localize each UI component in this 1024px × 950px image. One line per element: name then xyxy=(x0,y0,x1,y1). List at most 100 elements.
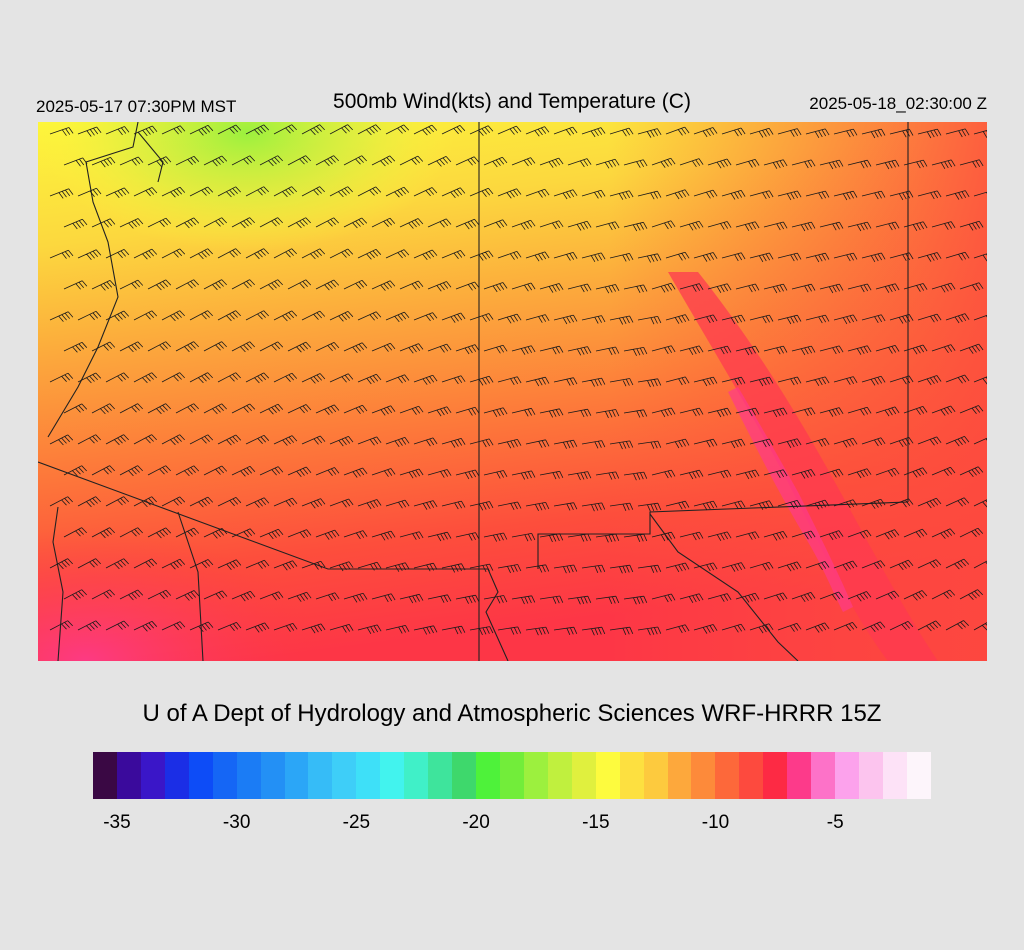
wind-barb xyxy=(77,496,101,508)
wind-barb xyxy=(777,561,802,572)
wind-barb xyxy=(49,188,74,199)
wind-barb xyxy=(469,125,494,136)
wind-barb xyxy=(735,407,760,417)
wind-barb xyxy=(777,128,802,137)
wind-barb xyxy=(875,590,900,600)
wind-barb xyxy=(749,623,774,634)
wind-barb xyxy=(105,126,130,136)
colorbar-tick-label: -30 xyxy=(222,812,251,833)
wind-barb xyxy=(707,221,732,230)
wind-barb xyxy=(567,595,592,605)
wind-barb xyxy=(385,562,410,572)
wind-barb xyxy=(217,186,241,198)
border-line xyxy=(38,461,509,661)
wind-barb xyxy=(259,403,284,415)
wind-barb xyxy=(595,346,620,356)
wind-barb xyxy=(777,314,802,325)
wind-barb xyxy=(371,530,396,541)
valid-time-label: 2025-05-17 07:30PM MST xyxy=(36,97,237,116)
wind-barb xyxy=(889,190,914,201)
wind-barb xyxy=(763,159,788,169)
wind-barb xyxy=(133,434,157,445)
wind-barb xyxy=(301,623,326,634)
wind-barb xyxy=(889,621,914,631)
wind-barb xyxy=(203,403,227,415)
wind-barb xyxy=(175,155,200,166)
colorbar-swatch xyxy=(882,752,907,799)
colorbar-swatch xyxy=(404,752,429,799)
wind-barb xyxy=(931,405,956,416)
wind-barb xyxy=(301,248,326,260)
wind-barb xyxy=(427,281,452,292)
wind-barb xyxy=(917,313,942,323)
wind-barb xyxy=(49,372,74,383)
wind-barb xyxy=(875,159,900,170)
wind-barb xyxy=(245,372,270,384)
wind-barb xyxy=(189,621,214,633)
wind-barb xyxy=(203,590,228,600)
wind-barb xyxy=(903,344,928,355)
colorbar-swatch xyxy=(859,752,883,799)
wind-barb xyxy=(791,345,816,356)
wind-barb xyxy=(819,591,844,601)
wind-barb xyxy=(245,310,269,321)
wind-barb xyxy=(525,251,550,262)
wind-barb xyxy=(259,466,284,476)
wind-barb xyxy=(455,218,480,230)
wind-barb xyxy=(609,502,634,511)
wind-barb xyxy=(651,220,676,230)
wind-barb xyxy=(721,190,746,200)
wind-barb xyxy=(889,252,914,262)
wind-barb xyxy=(441,187,466,198)
border-line xyxy=(649,513,799,661)
wind-barb xyxy=(917,559,942,569)
wind-barb xyxy=(693,376,718,387)
wind-barb xyxy=(805,499,830,510)
wind-barb xyxy=(231,403,256,414)
wind-barb xyxy=(441,312,466,323)
wind-barb xyxy=(301,498,326,509)
wind-barb xyxy=(497,626,522,635)
wind-barb xyxy=(189,434,214,445)
colorbar-tick-label: -15 xyxy=(582,812,610,833)
wind-barb xyxy=(77,434,101,445)
wind-barb xyxy=(525,376,550,387)
wind-barb xyxy=(721,438,746,449)
wind-barb xyxy=(763,531,788,541)
wind-barb xyxy=(525,626,550,636)
wind-barb xyxy=(371,342,396,352)
wind-barb xyxy=(217,559,242,570)
wind-barb xyxy=(511,219,536,230)
wind-barb xyxy=(665,126,690,136)
wind-barb xyxy=(903,283,928,292)
wind-barb xyxy=(455,532,480,541)
wind-barb xyxy=(175,403,199,414)
wind-barb xyxy=(203,465,228,476)
wind-barb xyxy=(511,157,536,167)
wind-barb xyxy=(567,408,592,418)
wind-barb xyxy=(623,159,648,168)
wind-barb xyxy=(119,218,144,229)
wind-barb xyxy=(665,376,690,386)
wind-barb xyxy=(91,403,115,415)
wind-barb xyxy=(203,279,227,291)
wind-barb xyxy=(245,434,270,445)
wind-barb xyxy=(273,623,298,632)
wind-barb xyxy=(357,124,381,136)
wind-barb xyxy=(693,500,718,511)
wind-barb xyxy=(959,466,984,477)
wind-barb xyxy=(469,438,494,448)
wind-barb xyxy=(553,189,578,200)
wind-barb xyxy=(441,375,466,385)
wind-barb xyxy=(945,190,970,200)
wind-barb xyxy=(259,279,283,291)
wind-barb xyxy=(861,190,886,200)
wind-barb xyxy=(665,562,690,573)
wind-barb xyxy=(441,438,466,448)
wind-barb xyxy=(581,189,606,199)
wind-barb xyxy=(637,440,662,449)
wind-barb xyxy=(679,220,704,231)
wind-barb xyxy=(833,622,858,632)
colorbar-swatch xyxy=(140,752,165,799)
wind-barb xyxy=(119,156,144,166)
